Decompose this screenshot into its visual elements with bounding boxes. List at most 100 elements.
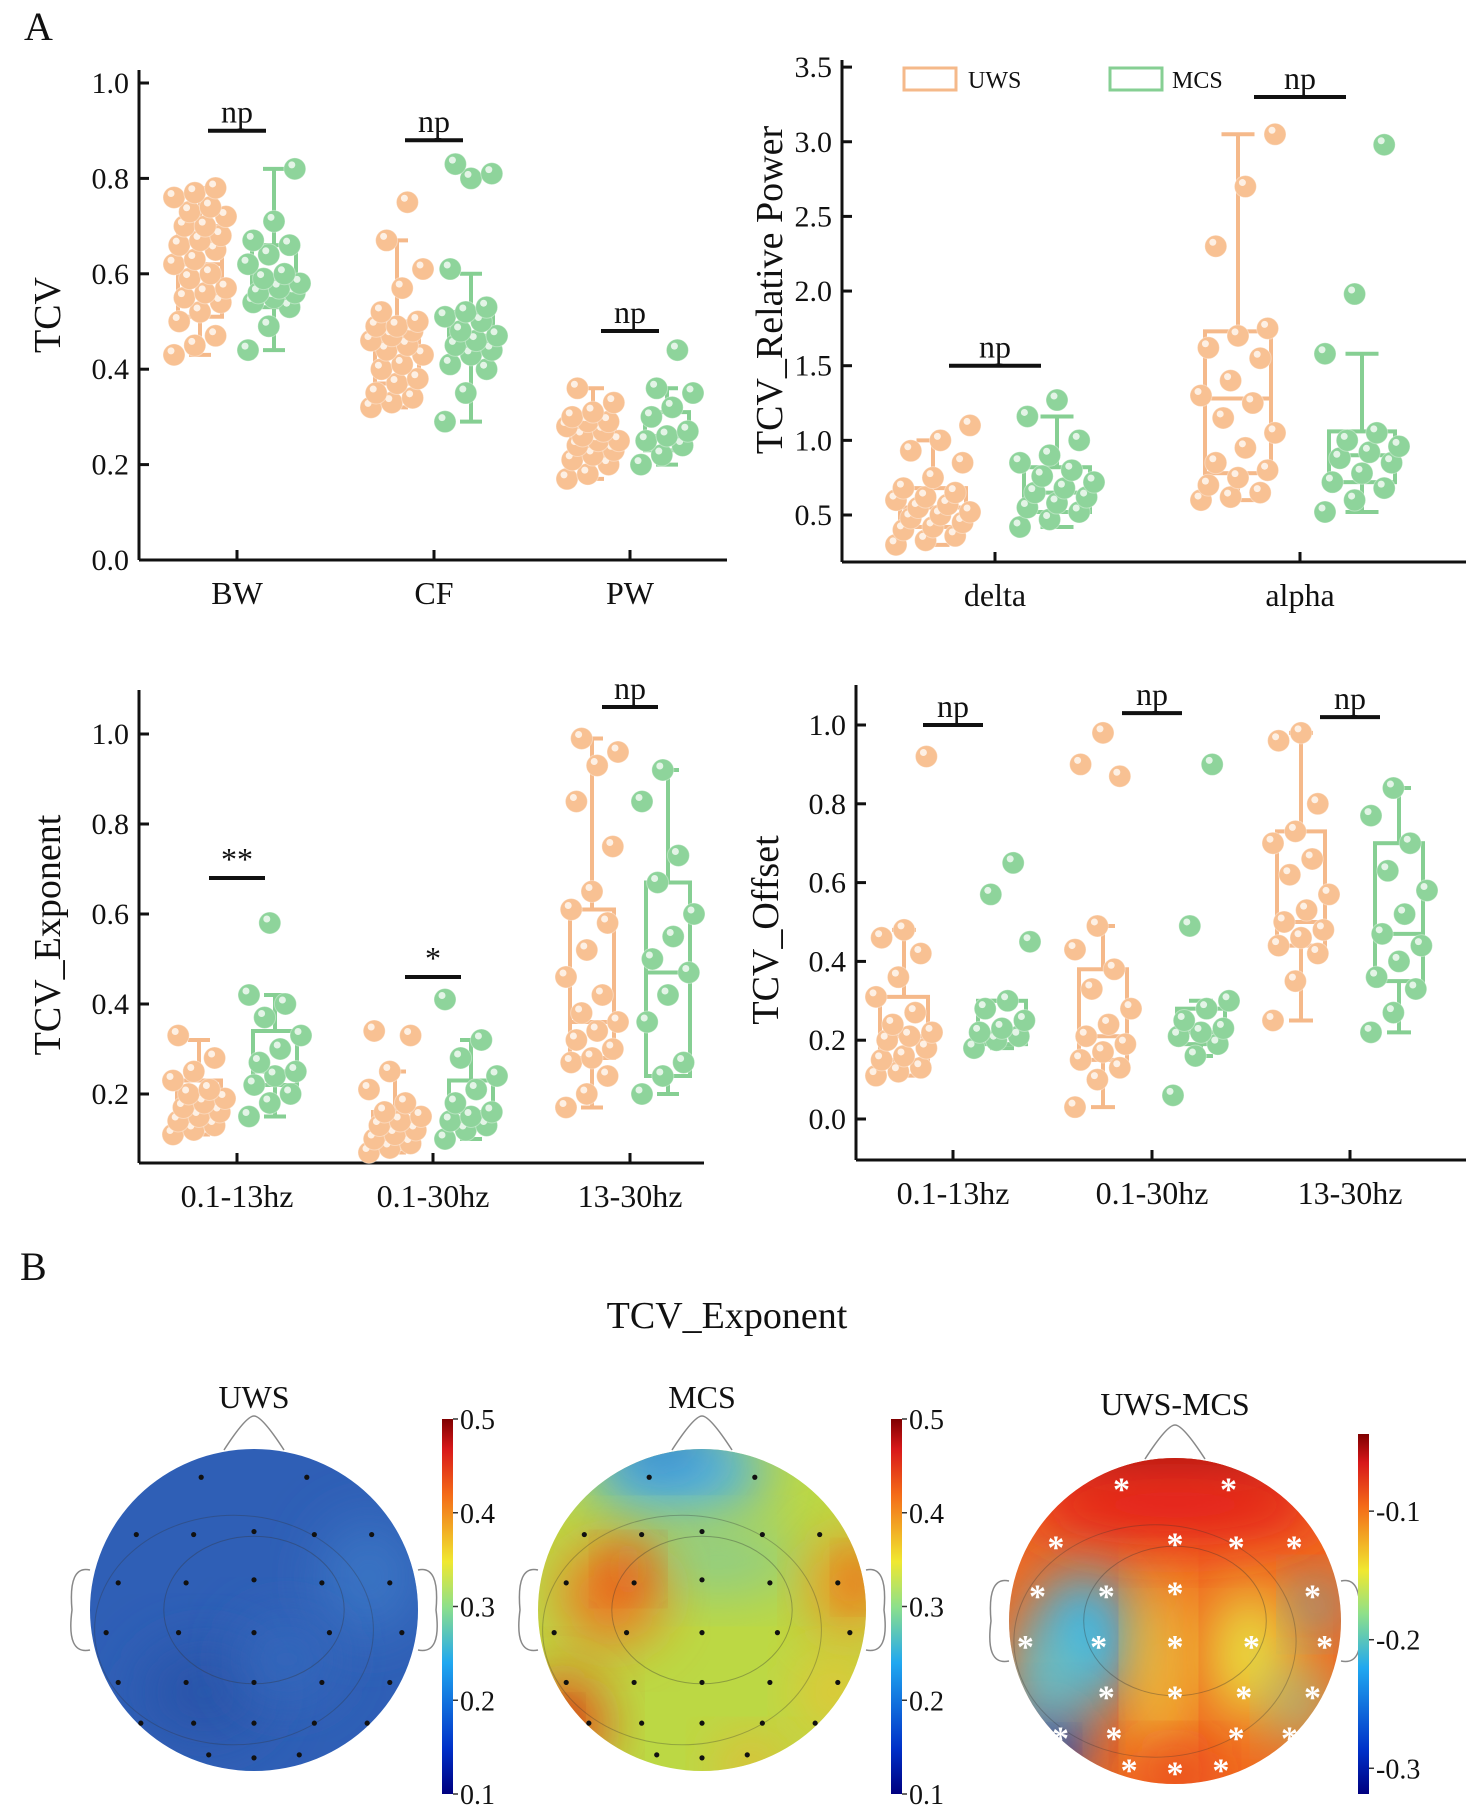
data-point-highlight	[257, 271, 265, 279]
data-point-highlight	[559, 969, 567, 977]
data-point	[914, 485, 938, 509]
x-tick-label: 13-30hz	[1298, 1175, 1403, 1211]
electrode-dot	[586, 1720, 592, 1726]
data-point	[390, 276, 414, 300]
data-point-highlight	[1364, 1024, 1372, 1032]
y-tick-label: 0.6	[92, 258, 130, 291]
data-point-highlight	[1216, 1020, 1224, 1028]
data-point	[1313, 500, 1337, 524]
data-point	[1278, 863, 1302, 887]
electrode-dot	[251, 1755, 257, 1761]
data-point	[1217, 989, 1241, 1013]
data-point-highlight	[926, 470, 934, 478]
data-point	[676, 419, 700, 443]
data-point-highlight	[252, 1055, 260, 1062]
data-point	[899, 439, 923, 463]
electrode-dot	[251, 1528, 257, 1535]
data-point-highlight	[1253, 485, 1261, 493]
y-tick-label: 3.5	[795, 51, 833, 84]
data-point-highlight	[1288, 823, 1296, 831]
y-tick-label: 1.0	[809, 709, 847, 742]
box-uws	[1261, 721, 1341, 1032]
data-point-highlight	[904, 443, 912, 451]
data-point	[585, 1019, 609, 1043]
data-point-highlight	[967, 1040, 975, 1048]
data-point	[1267, 934, 1291, 958]
data-point	[892, 918, 916, 942]
topomap-uws-mcs: UWS-MCS* ** * * ** * * ** * * * ** * * ** * * ** **-0.1-0.…	[989, 1386, 1420, 1794]
data-point	[469, 1028, 493, 1052]
data-point-highlight	[875, 1052, 883, 1060]
data-point	[682, 902, 706, 926]
data-point-highlight	[650, 380, 658, 388]
data-point-highlight	[438, 414, 446, 422]
y-tick-label: 1.5	[795, 350, 833, 383]
data-point-highlight	[948, 528, 956, 536]
data-point-highlight	[1065, 462, 1073, 470]
data-point-highlight	[268, 1068, 276, 1076]
data-point	[1381, 1001, 1405, 1025]
data-point-highlight	[1398, 906, 1406, 914]
colorbar-tick-label: 0.1	[460, 1780, 495, 1811]
data-point-highlight	[480, 361, 488, 369]
data-point-highlight	[241, 342, 249, 350]
data-point	[606, 1010, 630, 1034]
data-point	[1350, 461, 1374, 485]
data-point-highlight	[395, 356, 403, 364]
data-point-highlight	[984, 886, 992, 894]
data-point-highlight	[1261, 320, 1269, 328]
data-point	[1015, 404, 1039, 428]
data-point-highlight	[875, 930, 883, 938]
data-point-highlight	[1177, 1013, 1185, 1020]
electrode-dot	[623, 1630, 630, 1636]
data-point-highlight	[1043, 511, 1051, 519]
panel-label-b: B	[20, 1244, 47, 1289]
colorbar-tick-label: 0.1	[909, 1780, 944, 1811]
data-point	[581, 400, 605, 424]
data-point	[1261, 1009, 1285, 1032]
data-point	[655, 424, 679, 448]
data-point-highlight	[665, 399, 673, 407]
significance-asterisk: *	[1029, 1579, 1046, 1616]
data-point	[1376, 859, 1400, 883]
electrode-dot	[175, 1630, 182, 1636]
significance-label: np	[979, 329, 1011, 365]
electrode-dot	[835, 1580, 841, 1586]
data-point-highlight	[459, 304, 467, 312]
data-point	[559, 1051, 583, 1074]
significance-asterisk: *	[1167, 1679, 1184, 1716]
legend-swatch-uws	[902, 66, 958, 92]
data-point-highlight	[284, 1086, 292, 1094]
data-point-highlight	[1272, 733, 1280, 741]
topomap-color-region	[319, 1519, 418, 1635]
data-point	[1295, 898, 1319, 922]
data-point	[565, 376, 589, 400]
data-point-highlight	[575, 1005, 583, 1013]
data-point-highlight	[177, 290, 185, 298]
data-point-highlight	[1392, 953, 1400, 961]
data-point-highlight	[1311, 946, 1319, 954]
topomap-mcs: MCS 0.5 0.4 0.3 0.2 0.1	[518, 1379, 944, 1811]
data-point	[968, 1020, 992, 1044]
data-point-highlight	[378, 1104, 386, 1112]
data-point-highlight	[687, 906, 695, 914]
x-tick-label: 0.1-13hz	[897, 1175, 1010, 1211]
data-point	[1074, 1024, 1098, 1048]
y-tick-label: 0.2	[809, 1024, 847, 1057]
data-point-highlight	[635, 1086, 643, 1094]
data-point	[1196, 336, 1220, 360]
data-point	[241, 228, 265, 252]
data-point-highlight	[1090, 1072, 1098, 1080]
box-mcs	[433, 988, 509, 1151]
data-point-highlight	[193, 304, 201, 312]
electrode-dot	[296, 1752, 302, 1758]
data-point-highlight	[262, 247, 270, 255]
data-point-highlight	[1238, 179, 1246, 187]
data-point-highlight	[682, 965, 690, 972]
topomap-title: UWS	[218, 1379, 289, 1415]
box-plot-panel-4: 0.0 0.2 0.4 0.6 0.8 1.0 0.1-13hz 0.1-30hz 13-30h…	[745, 676, 1466, 1211]
y-tick-label: 0.4	[92, 353, 130, 386]
data-point	[1113, 1032, 1137, 1056]
data-point-highlight	[1348, 492, 1356, 500]
data-point-highlight	[1194, 492, 1202, 500]
